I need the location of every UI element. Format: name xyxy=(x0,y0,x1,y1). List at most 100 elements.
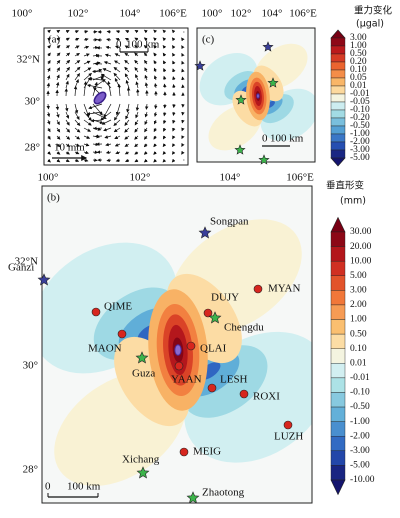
colorbar-segment xyxy=(330,133,346,143)
arrow xyxy=(172,76,176,81)
arrow xyxy=(74,37,80,42)
colorbar-segment xyxy=(330,304,346,320)
x-tick-label: 106°E xyxy=(289,8,317,20)
arrow xyxy=(104,53,112,57)
arrow xyxy=(144,74,148,81)
arrow xyxy=(65,37,70,42)
station-dot xyxy=(186,341,196,351)
arrow xyxy=(113,127,121,133)
panel-label: (b) xyxy=(47,192,60,204)
arrow xyxy=(83,150,89,155)
colorbar-label: 3.00 xyxy=(350,33,367,43)
arrow xyxy=(162,44,167,49)
arrow xyxy=(135,74,139,81)
station-dot xyxy=(283,420,293,430)
arrow xyxy=(106,158,112,162)
station-dot xyxy=(253,284,263,294)
y-tick-label: 28° xyxy=(25,142,40,154)
station-label: QLAI xyxy=(200,343,227,355)
arrow xyxy=(153,143,157,148)
colorbar-label: -2.00 xyxy=(350,431,370,441)
arrow xyxy=(134,45,139,49)
arrow xyxy=(103,127,112,132)
arrow xyxy=(143,135,148,140)
station-label: Chengdu xyxy=(224,322,264,334)
arrow xyxy=(113,111,121,121)
arrow xyxy=(162,37,167,42)
panel-label: (a) xyxy=(48,34,61,46)
arrow xyxy=(162,143,167,148)
arrow xyxy=(153,135,157,140)
arrow xyxy=(65,59,71,65)
arrow xyxy=(172,52,176,57)
station-label: Ganzi xyxy=(8,262,34,274)
arrow xyxy=(47,127,51,133)
arrow xyxy=(117,83,121,97)
arrow xyxy=(83,53,90,57)
arrow xyxy=(56,111,60,118)
arrow xyxy=(83,67,92,73)
station-label: Zhaotong xyxy=(202,487,245,499)
arrow xyxy=(56,151,61,155)
arrow xyxy=(143,151,148,155)
arrow xyxy=(65,45,71,49)
colorbar-cap xyxy=(330,216,346,233)
colorbar-label: -0.10 xyxy=(350,105,370,115)
arrow xyxy=(124,127,130,133)
arrow xyxy=(181,68,185,73)
arrow xyxy=(134,143,139,148)
arrow xyxy=(56,37,61,41)
station-star xyxy=(267,77,279,88)
arrow xyxy=(113,72,121,81)
station-label: MYAN xyxy=(268,283,300,295)
arrow xyxy=(115,103,121,116)
colorbar-segment xyxy=(330,392,346,408)
arrow xyxy=(126,103,130,113)
arrow xyxy=(113,67,121,73)
colorbar-segment xyxy=(330,125,346,135)
station-star xyxy=(37,273,51,286)
arrow xyxy=(56,158,61,163)
colorbar-segment xyxy=(330,117,346,127)
rupture xyxy=(174,344,182,356)
arrow xyxy=(92,103,103,116)
arrow xyxy=(134,151,139,155)
arrow xyxy=(153,119,158,125)
arrow xyxy=(65,119,70,126)
colorbar-unit: (μgal) xyxy=(356,19,384,30)
arrow xyxy=(65,158,70,163)
arrow xyxy=(92,69,103,74)
arrow xyxy=(124,151,130,155)
arrow xyxy=(65,103,69,112)
colorbar-label: -3.00 xyxy=(350,145,370,155)
arrow xyxy=(83,72,92,81)
panel-c xyxy=(196,27,316,163)
arrow xyxy=(172,68,176,73)
colorbar-segment xyxy=(330,406,346,422)
arrow xyxy=(135,111,139,119)
arrow xyxy=(73,85,78,97)
colorbar-segment xyxy=(330,450,346,466)
colorbar-label: -5.00 xyxy=(350,461,370,471)
arrow xyxy=(55,103,60,111)
colorbar-segment xyxy=(330,77,346,87)
rupture xyxy=(256,93,260,99)
colorbar-segment xyxy=(330,363,346,379)
x-tick-label: 106°E xyxy=(159,8,187,20)
arrow xyxy=(143,37,148,41)
arrow xyxy=(134,59,139,65)
arrow xyxy=(93,126,103,131)
arrow xyxy=(171,158,176,163)
arrow xyxy=(46,82,51,89)
arrow xyxy=(65,73,70,81)
colorbar-label: 0.50 xyxy=(350,49,367,59)
arrow xyxy=(74,30,80,34)
arrow xyxy=(124,73,130,81)
station-star xyxy=(135,351,149,364)
arrow xyxy=(74,45,80,49)
colorbar-segment xyxy=(330,260,346,276)
x-tick-label: 100° xyxy=(38,172,59,184)
station-label: Guza xyxy=(132,368,155,380)
colorbar-label: -5.00 xyxy=(350,153,370,163)
